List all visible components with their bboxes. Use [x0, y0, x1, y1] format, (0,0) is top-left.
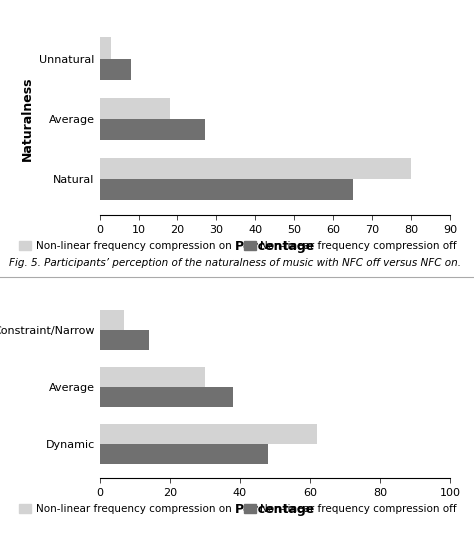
X-axis label: Percentage: Percentage	[235, 240, 315, 253]
Bar	[100, 158, 411, 179]
Bar	[100, 37, 111, 59]
X-axis label: Percentage: Percentage	[235, 503, 315, 516]
Bar	[100, 387, 233, 407]
Bar	[100, 444, 268, 464]
Bar	[100, 59, 131, 79]
Bar	[100, 179, 353, 200]
Y-axis label: Naturalness: Naturalness	[21, 77, 34, 161]
Bar	[100, 310, 124, 330]
Bar	[100, 119, 205, 140]
Legend: Non-linear frequency compression on, Non-linear frequency compression off: Non-linear frequency compression on, Non…	[15, 237, 461, 255]
Bar	[100, 330, 149, 350]
Legend: Non-linear frequency compression on, Non-linear frequency compression off: Non-linear frequency compression on, Non…	[15, 500, 461, 518]
Bar	[100, 98, 170, 119]
Bar	[100, 424, 317, 444]
Text: Fig. 5. Participants’ perception of the naturalness of music with NFC off versus: Fig. 5. Participants’ perception of the …	[9, 258, 462, 268]
Bar	[100, 367, 205, 387]
